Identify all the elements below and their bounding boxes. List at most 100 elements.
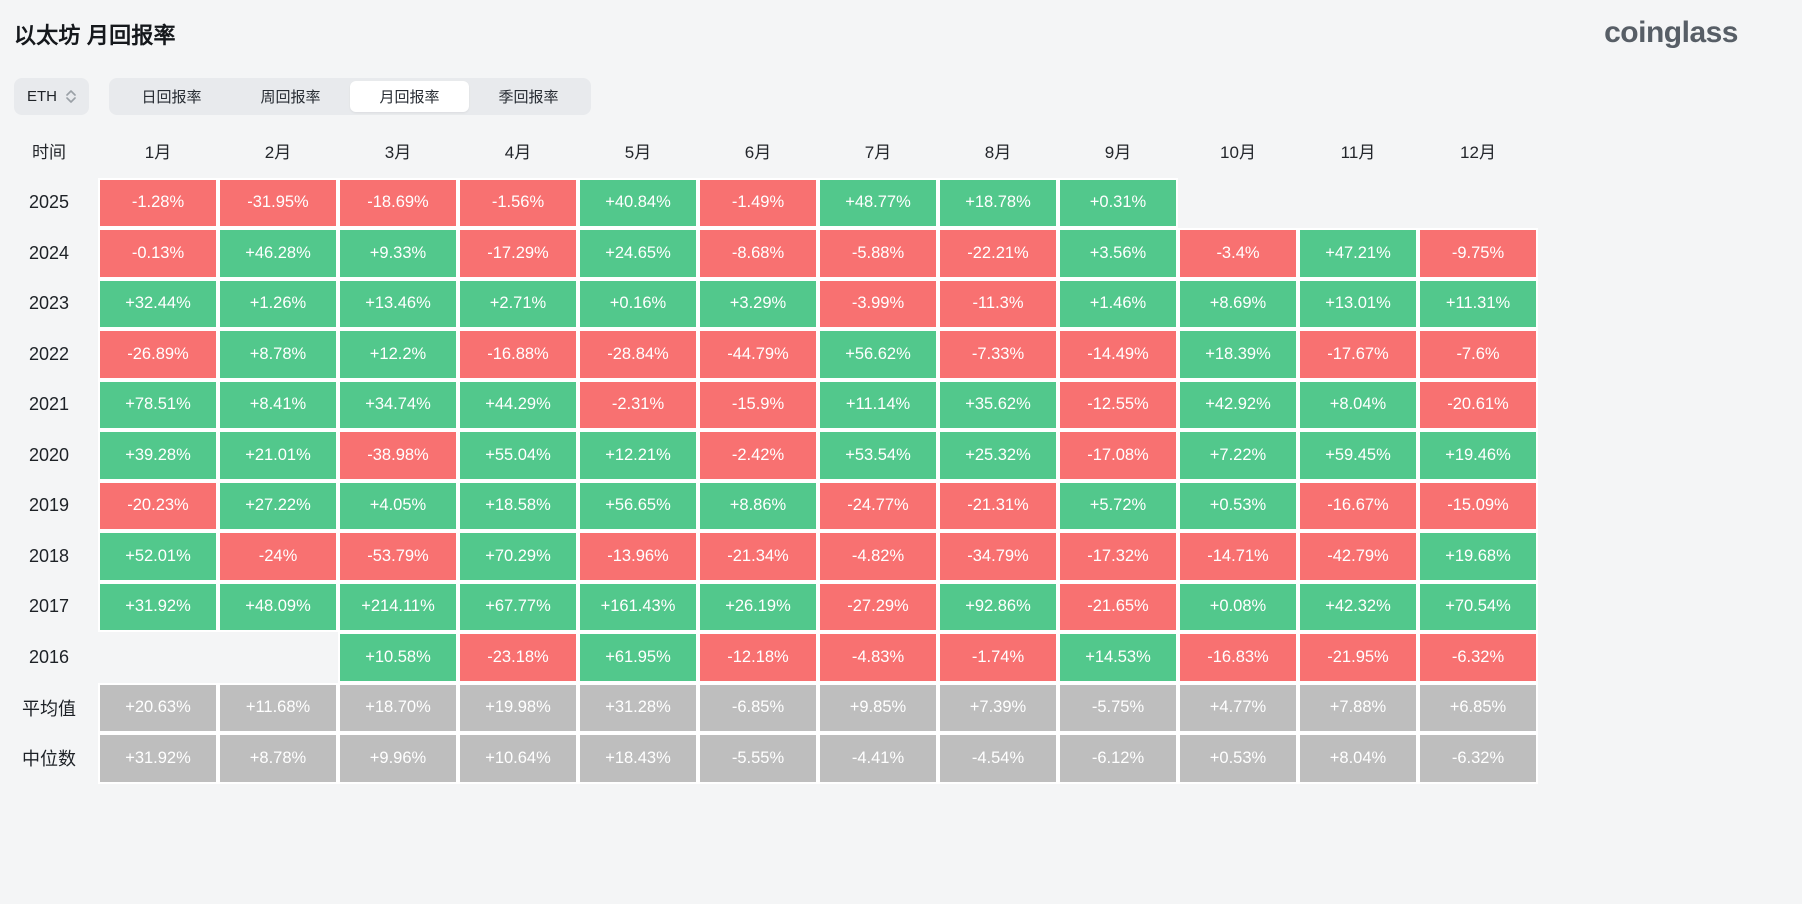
return-cell: +18.70% [338,682,458,733]
return-cell: +161.43% [578,581,698,632]
return-cell: +9.85% [818,682,938,733]
row-label: 2019 [28,495,70,516]
return-cell: +31.28% [578,682,698,733]
return-cell: +8.78% [218,733,338,784]
row-label: 2017 [28,596,70,617]
return-cell: -21.65% [1058,581,1178,632]
return-cell: -5.75% [1058,682,1178,733]
return-cell: +0.31% [1058,177,1178,228]
return-cell: -6.12% [1058,733,1178,784]
return-cell: +25.32% [938,430,1058,481]
return-cell: +1.26% [218,278,338,329]
return-cell: +18.58% [458,480,578,531]
return-cell: +14.53% [1058,632,1178,683]
return-cell: -17.67% [1298,329,1418,380]
return-cell: +92.86% [938,581,1058,632]
return-cell: +7.88% [1298,682,1418,733]
row-label: 2021 [28,394,70,415]
return-cell: +67.77% [458,581,578,632]
page-title: 以太坊 月回报率 [14,23,176,48]
return-cell: +32.44% [98,278,218,329]
return-cell: +5.72% [1058,480,1178,531]
return-cell: +8.69% [1178,278,1298,329]
tab-4[interactable]: 季回报率 [469,81,588,112]
return-cell: -17.08% [1058,430,1178,481]
row-label: 2024 [28,242,70,263]
return-cell: -9.75% [1418,228,1538,279]
return-cell: -21.31% [938,480,1058,531]
top-bar: 以太坊 月回报率 coinglass [0,0,1802,50]
return-cell: +31.92% [98,581,218,632]
return-cell: -18.69% [338,177,458,228]
return-cell: +13.46% [338,278,458,329]
return-cell: +59.45% [1298,430,1418,481]
coinglass-logo: coinglass [1604,16,1738,49]
return-cell: +9.33% [338,228,458,279]
return-cell: -44.79% [698,329,818,380]
return-cell: -11.3% [938,278,1058,329]
return-cell: -26.89% [98,329,218,380]
return-cell: -7.33% [938,329,1058,380]
return-cell: +4.77% [1178,682,1298,733]
return-cell: -5.88% [818,228,938,279]
return-cell: +42.32% [1298,581,1418,632]
return-cell: -5.55% [698,733,818,784]
return-cell: +4.05% [338,480,458,531]
return-cell: -3.99% [818,278,938,329]
return-cell: -21.34% [698,531,818,582]
return-cell: +48.09% [218,581,338,632]
row-label: 2016 [28,646,70,667]
month-header: 11月 [1340,142,1376,162]
symbol-label: ETH [27,88,57,105]
month-header: 5月 [624,142,652,162]
return-cell: +21.01% [218,430,338,481]
return-cell: +53.54% [818,430,938,481]
return-cell: +52.01% [98,531,218,582]
return-cell: +56.62% [818,329,938,380]
return-cell: +0.16% [578,278,698,329]
month-header: 3月 [384,142,412,162]
period-tabs: 日回报率 周回报率 月回报率 季回报率 [109,78,591,115]
month-header: 12月 [1460,142,1496,162]
return-cell: -14.49% [1058,329,1178,380]
return-cell: +6.85% [1418,682,1538,733]
return-cell: +70.29% [458,531,578,582]
return-cell: +214.11% [338,581,458,632]
tab-2[interactable]: 周回报率 [231,81,350,112]
return-cell: -17.29% [458,228,578,279]
return-cell: +35.62% [938,379,1058,430]
return-cell: +9.96% [338,733,458,784]
return-cell: +19.98% [458,682,578,733]
month-header: 1月 [144,142,172,162]
symbol-select[interactable]: ETH [14,78,89,115]
return-cell: +13.01% [1298,278,1418,329]
return-cell: +0.08% [1178,581,1298,632]
return-cell: -22.21% [938,228,1058,279]
return-cell: +7.39% [938,682,1058,733]
row-label: 2020 [28,444,70,465]
return-cell: -14.71% [1178,531,1298,582]
chevron-updown-icon [66,90,76,103]
return-cell: -24% [218,531,338,582]
return-cell: +55.04% [458,430,578,481]
row-label: 2023 [28,293,70,314]
return-cell: -27.29% [818,581,938,632]
return-cell: +18.43% [578,733,698,784]
return-cell: +48.77% [818,177,938,228]
return-cell: +19.46% [1418,430,1538,481]
return-cell: +11.31% [1418,278,1538,329]
return-cell: -17.32% [1058,531,1178,582]
return-cell: +12.21% [578,430,698,481]
tab-1[interactable]: 日回报率 [112,81,231,112]
return-cell: -1.49% [698,177,818,228]
return-cell: -2.31% [578,379,698,430]
return-cell: +8.41% [218,379,338,430]
return-cell: -4.83% [818,632,938,683]
month-header: 7月 [864,142,892,162]
tab-3[interactable]: 月回报率 [350,81,469,112]
return-cell: -12.18% [698,632,818,683]
return-cell-empty [1298,178,1418,229]
return-cell: -3.4% [1178,228,1298,279]
row-label: 2025 [28,192,70,213]
return-cell: +8.86% [698,480,818,531]
